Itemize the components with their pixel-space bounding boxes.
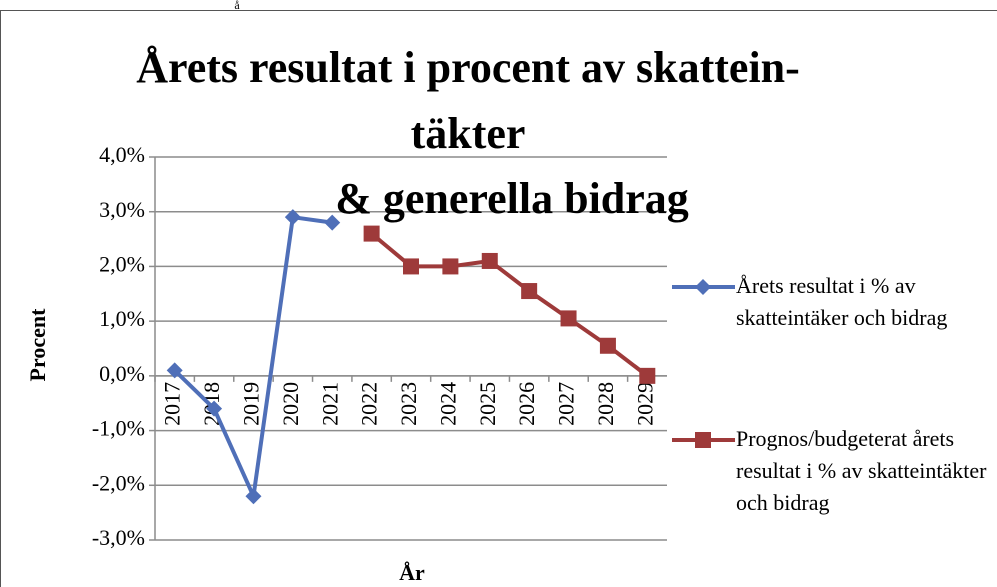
x-tick-label: 2027 [554, 382, 579, 426]
marker [442, 258, 459, 275]
marker [403, 258, 419, 275]
legend-label: Prognos/budgeterat årets resultat i % av… [736, 426, 987, 515]
legend-label: Årets resultat i % av skatteintäker och … [736, 273, 948, 330]
marker [166, 362, 183, 379]
y-tick-label: 2,0% [99, 251, 145, 276]
x-tick-label: 2025 [475, 382, 500, 426]
x-tick-label: 2026 [514, 382, 539, 426]
marker [695, 279, 711, 295]
x-tick-label: 2021 [317, 382, 342, 426]
marker [695, 432, 711, 448]
marker [324, 214, 341, 231]
chart-title: täkter [411, 109, 526, 158]
x-tick-label: 2019 [239, 382, 264, 426]
y-tick-label: -3,0% [92, 525, 145, 550]
x-tick-label: 2024 [435, 382, 460, 426]
marker [521, 283, 538, 300]
x-tick-label: 2023 [396, 382, 421, 426]
marker [206, 400, 223, 417]
x-tick-label: 2022 [357, 382, 382, 426]
x-tick-label: 2020 [278, 382, 303, 426]
marker [599, 337, 616, 354]
chart-title: Årets resultat i procent av skattein- [136, 43, 800, 92]
x-axis-title: År [399, 560, 425, 585]
y-axis-title: Procent [25, 308, 50, 382]
y-tick-label: -2,0% [92, 470, 145, 495]
chart-title: & generella bidrag [335, 174, 689, 223]
marker [363, 225, 380, 242]
y-tick-label: -1,0% [92, 416, 145, 441]
marker [245, 488, 262, 505]
marker [284, 209, 301, 226]
frame [0, 10, 997, 587]
series-line [173, 215, 333, 499]
y-tick-label: 3,0% [99, 197, 145, 222]
legend-box: Prognos/budgeterat årets resultat i % av… [736, 426, 987, 515]
marker [639, 367, 656, 384]
x-tick-label: 2028 [593, 382, 618, 426]
y-tick-label: 0,0% [99, 361, 145, 386]
y-tick-label: 1,0% [99, 306, 145, 331]
marker [481, 252, 498, 269]
x-tick-label: 2029 [632, 382, 657, 426]
marker [560, 310, 577, 327]
y-tick-label: 4,0% [99, 142, 145, 167]
annotation: å [234, 0, 240, 12]
series-line [370, 232, 649, 378]
legend-box: Årets resultat i % av skatteintäker och … [736, 273, 948, 330]
x-tick-label: 2017 [160, 382, 185, 426]
